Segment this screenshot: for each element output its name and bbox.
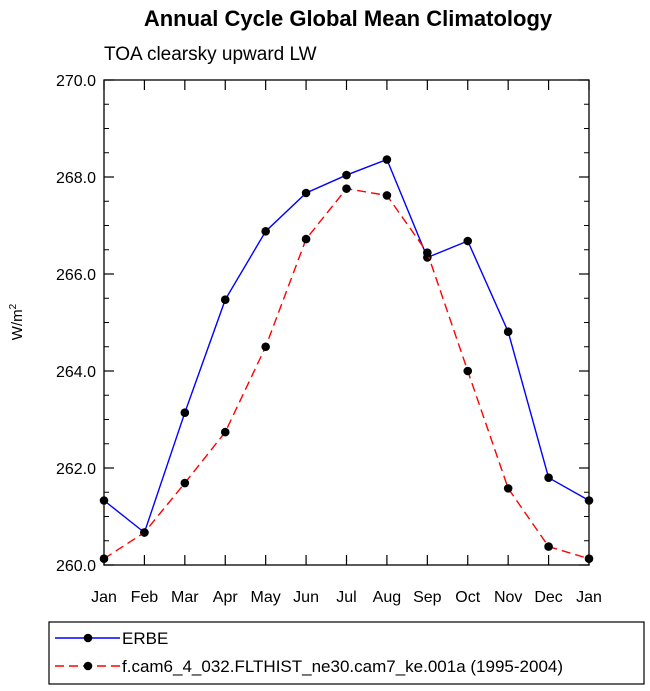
y-tick-label: 260.0 bbox=[56, 558, 96, 575]
series-line bbox=[103, 187, 590, 560]
data-point bbox=[220, 295, 230, 305]
data-point bbox=[584, 496, 594, 505]
data-point bbox=[503, 327, 513, 337]
data-point bbox=[180, 408, 190, 418]
data-point bbox=[503, 484, 513, 493]
data-point bbox=[140, 528, 149, 537]
x-tick-label: Jan bbox=[91, 589, 117, 606]
legend-marker bbox=[83, 661, 93, 671]
chart-subtitle: TOA clearsky upward LW bbox=[104, 44, 317, 65]
data-point bbox=[463, 236, 473, 246]
x-tick-label: Sep bbox=[413, 589, 442, 606]
data-point bbox=[99, 554, 109, 563]
legend-label: ERBE bbox=[122, 629, 168, 648]
data-point bbox=[423, 248, 432, 257]
data-point bbox=[463, 366, 473, 376]
x-tick-label: Feb bbox=[131, 589, 159, 606]
data-point bbox=[301, 234, 311, 244]
data-point bbox=[544, 473, 553, 483]
data-point bbox=[544, 542, 553, 551]
y-axis-ticks: 260.0 262.0 264.0 266.0 268.0 270.0 bbox=[56, 73, 589, 575]
data-point bbox=[382, 155, 392, 164]
y-axis-label: W/m2 bbox=[8, 303, 26, 340]
y-tick-label: 266.0 bbox=[56, 267, 96, 284]
x-tick-label: Apr bbox=[213, 589, 239, 606]
series-line bbox=[103, 158, 590, 534]
y-tick-label: 264.0 bbox=[56, 364, 96, 381]
series-layer bbox=[99, 155, 594, 563]
legend: ERBE f.cam6_4_032.FLTHIST_ne30.cam7_ke.00… bbox=[48, 621, 645, 685]
y-axis-label-text: W/m bbox=[9, 309, 26, 340]
data-point bbox=[301, 188, 311, 198]
x-tick-label: Jul bbox=[336, 589, 356, 606]
data-point bbox=[180, 478, 190, 488]
data-point bbox=[261, 227, 270, 236]
x-tick-label: Nov bbox=[494, 589, 522, 606]
y-tick-label: 270.0 bbox=[56, 73, 96, 90]
y-axis-label-superscript: 2 bbox=[8, 303, 19, 309]
chart-title: Annual Cycle Global Mean Climatology bbox=[144, 6, 553, 31]
data-point bbox=[99, 496, 109, 505]
y-tick-label: 262.0 bbox=[56, 461, 96, 478]
data-point bbox=[584, 554, 594, 563]
legend-items: ERBE f.cam6_4_032.FLTHIST_ne30.cam7_ke.00… bbox=[55, 629, 563, 676]
data-point bbox=[382, 191, 392, 200]
legend-box bbox=[48, 621, 645, 685]
x-tick-label: Jun bbox=[293, 589, 319, 606]
data-point bbox=[342, 170, 351, 180]
legend-label: f.cam6_4_032.FLTHIST_ne30.cam7_ke.001a (… bbox=[122, 657, 563, 676]
x-tick-label: Oct bbox=[455, 589, 480, 606]
x-tick-label: Dec bbox=[534, 589, 562, 606]
y-tick-label: 268.0 bbox=[56, 170, 96, 187]
x-tick-label: May bbox=[251, 589, 281, 606]
data-point bbox=[220, 427, 230, 437]
x-tick-label: Jan bbox=[576, 589, 602, 606]
legend-marker bbox=[83, 633, 93, 643]
x-tick-label: Mar bbox=[171, 589, 199, 606]
data-point bbox=[342, 184, 351, 193]
x-axis-ticks: Jan Feb Mar Apr May Jun Jul Aug Sep Oct Nov Dec Jan bbox=[91, 80, 602, 606]
data-point bbox=[261, 342, 270, 352]
x-tick-label: Aug bbox=[373, 589, 401, 606]
